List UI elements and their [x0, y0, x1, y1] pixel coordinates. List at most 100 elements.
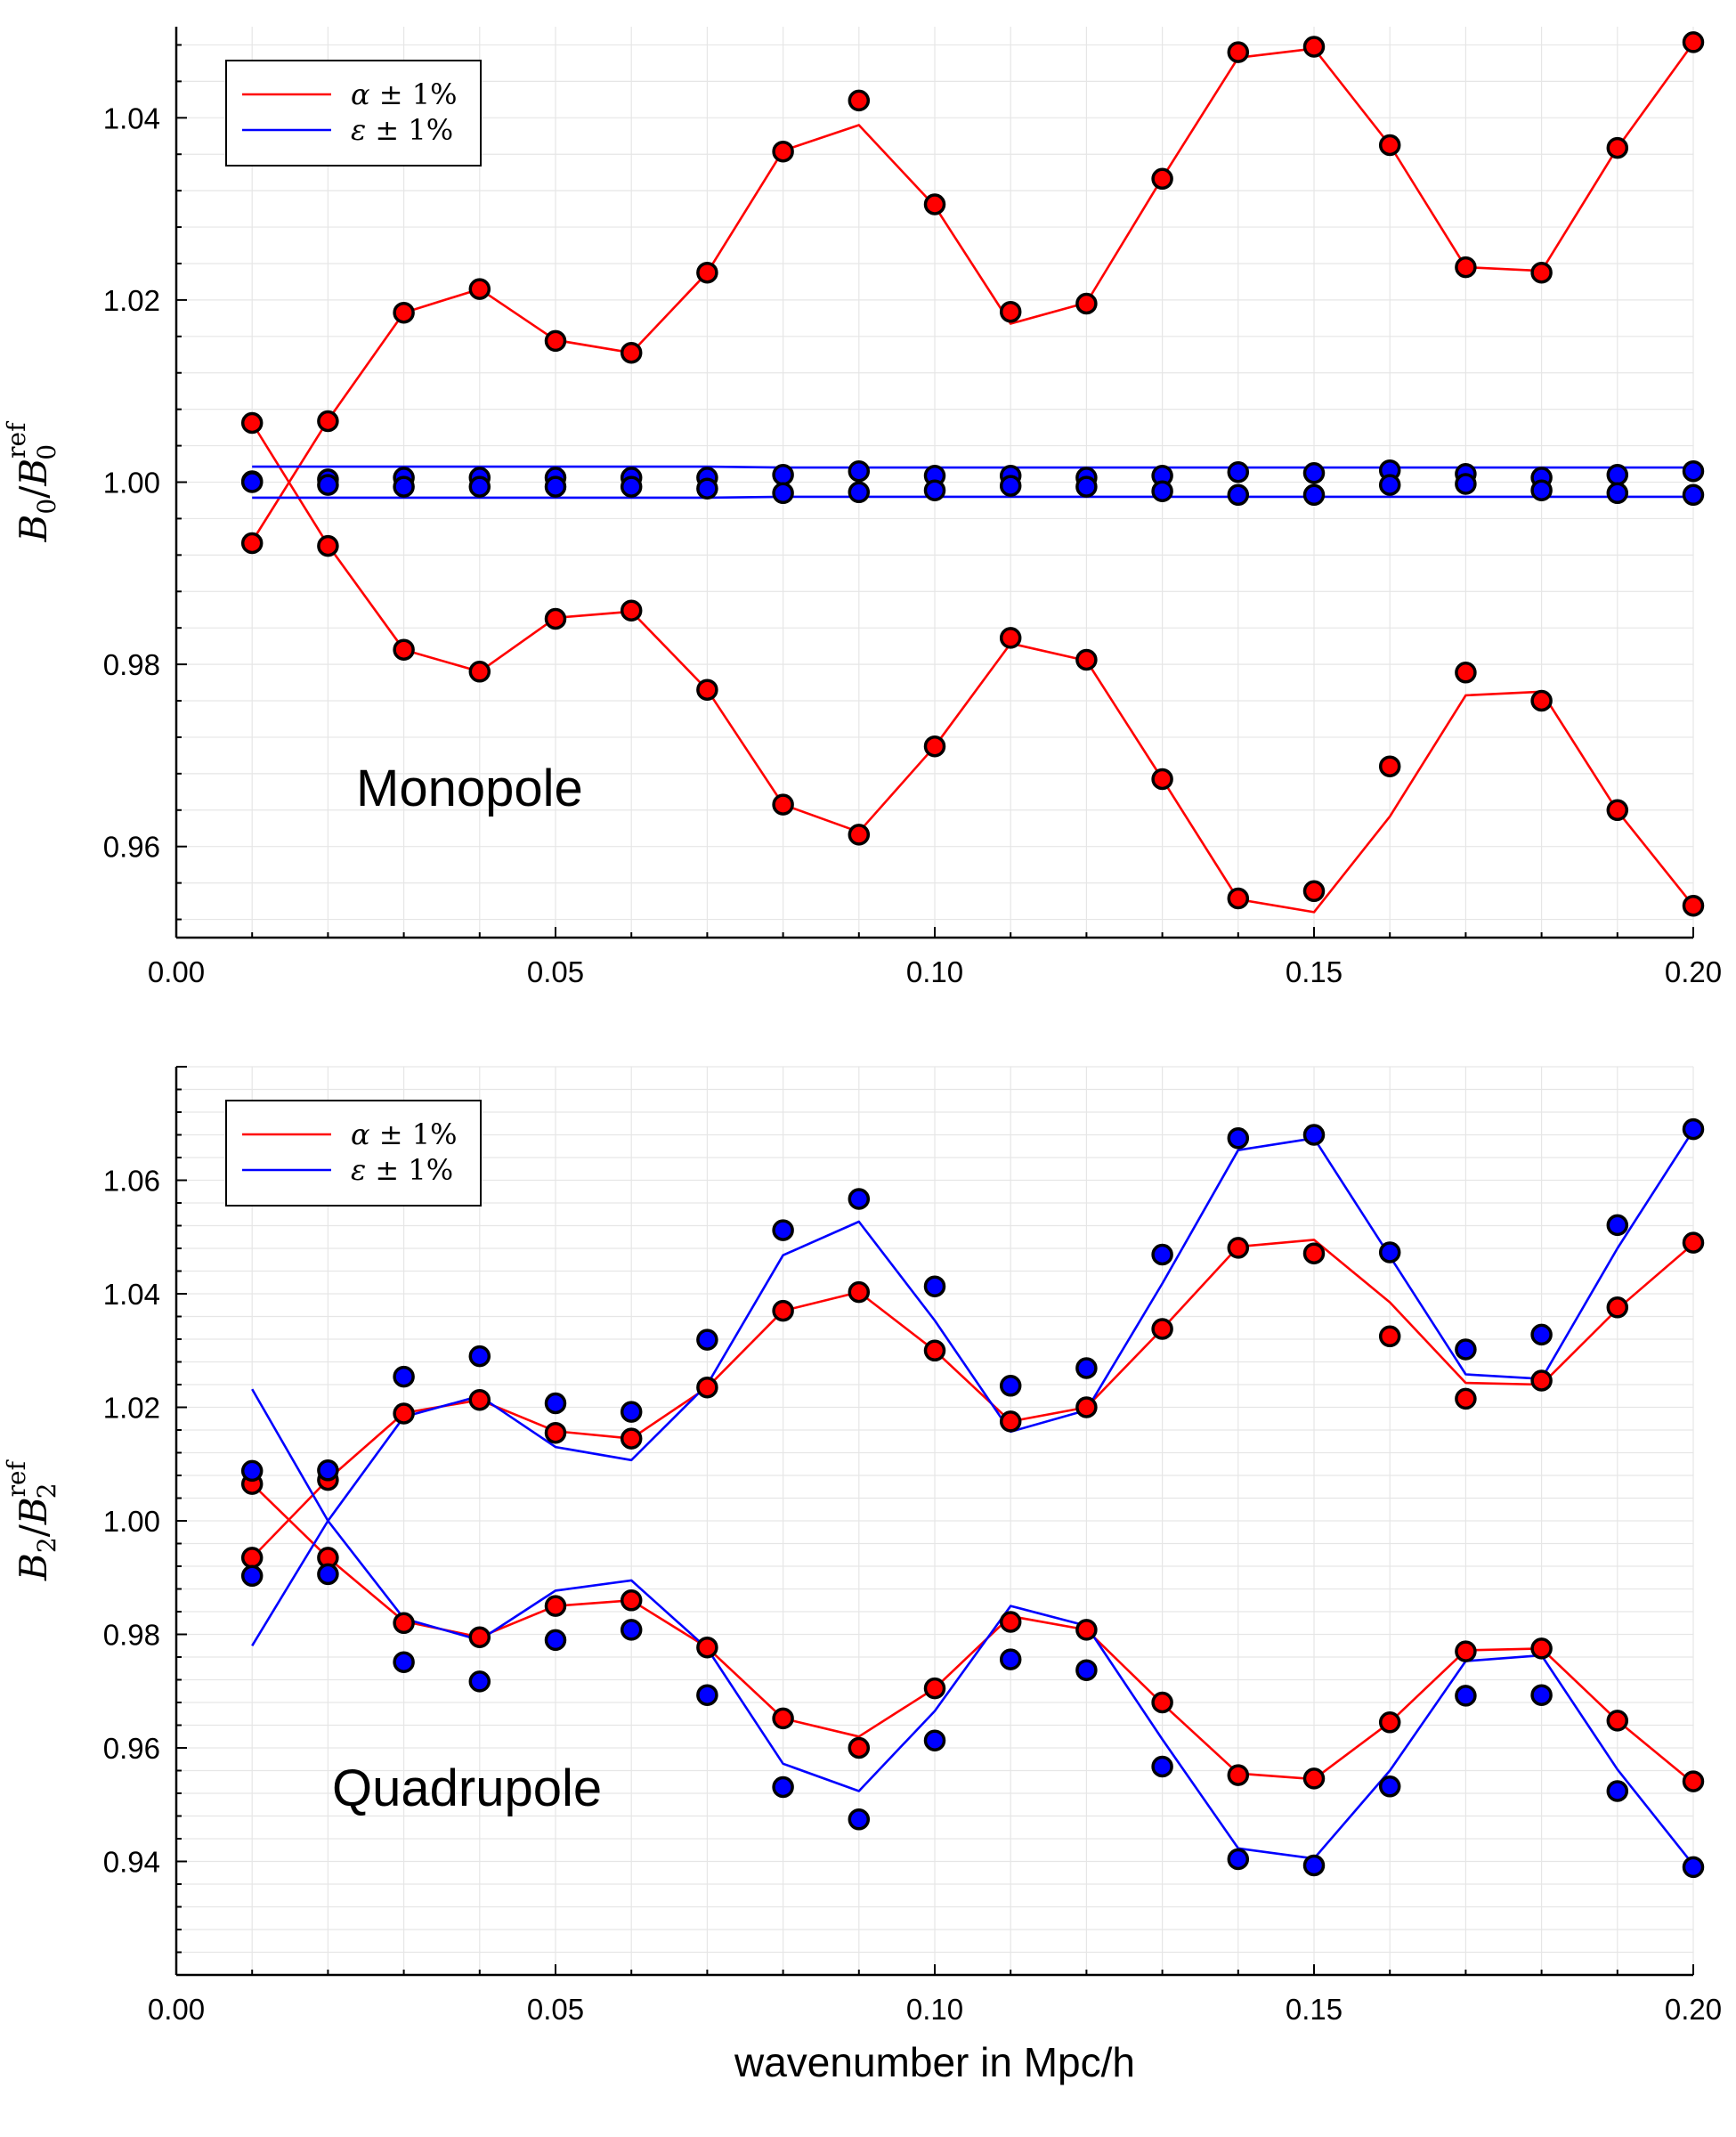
alpha-data-point	[1378, 1711, 1401, 1734]
x-tick-label: 0.10	[906, 1993, 963, 2026]
y-tick-label: 0.98	[103, 1619, 160, 1652]
monopole-annotation: Monopole	[356, 760, 583, 817]
epsilon-data-point	[317, 1459, 339, 1482]
epsilon-data-point	[1227, 1848, 1250, 1871]
alpha-data-point	[1075, 292, 1098, 315]
x-tick-label: 0.10	[906, 955, 963, 988]
alpha-data-point	[1455, 1387, 1477, 1410]
epsilon-data-point	[1455, 1685, 1477, 1707]
alpha-data-point	[1682, 31, 1705, 53]
epsilon-data-point	[1227, 460, 1250, 483]
epsilon-data-point	[999, 475, 1022, 497]
epsilon-data-point	[848, 481, 871, 504]
epsilon-data-point	[772, 1775, 794, 1799]
quadrupole-panel: 0.00 0.05 0.10 0.15 0.20 0.94 0.96 0.98 1.00 1.02…	[2, 1066, 1722, 2026]
y-tick-label: 0.94	[103, 1846, 160, 1879]
alpha-data-point	[772, 1707, 794, 1730]
alpha-data-point	[1606, 136, 1629, 159]
alpha-data-point	[848, 824, 871, 846]
alpha-data-point	[772, 140, 794, 163]
epsilon-legend-label: ε ± 1%	[351, 1153, 453, 1187]
alpha-data-point	[923, 193, 946, 215]
alpha-data-point	[1075, 1396, 1098, 1418]
epsilon-data-point	[1302, 1124, 1326, 1146]
epsilon-data-point	[1682, 459, 1705, 483]
alpha-data-point	[1075, 1619, 1098, 1641]
epsilon-data-point	[772, 1219, 794, 1241]
alpha-series-line	[251, 42, 1695, 542]
alpha-data-point	[923, 1677, 946, 1700]
alpha-data-point	[1455, 256, 1477, 279]
epsilon-data-point	[620, 475, 643, 498]
monopole-points	[240, 31, 1705, 917]
x-tick-label: 0.00	[148, 955, 205, 988]
alpha-data-point	[848, 89, 871, 112]
alpha-data-point	[923, 735, 946, 758]
quadrupole-points	[240, 1117, 1705, 1879]
x-tick-label: 0.15	[1286, 955, 1343, 988]
alpha-data-point	[620, 599, 643, 622]
alpha-data-point	[1682, 1231, 1705, 1254]
alpha-data-point	[1530, 261, 1553, 284]
epsilon-data-point	[1227, 483, 1250, 507]
y-tick-label: 1.00	[103, 467, 160, 500]
alpha-data-point	[393, 1402, 415, 1425]
epsilon-data-point	[1378, 1241, 1401, 1264]
alpha-data-point	[544, 1595, 567, 1617]
y-tick-label: 0.96	[103, 1732, 160, 1765]
alpha-data-point	[620, 1589, 643, 1612]
x-axis-label: wavenumber in Mpc/h	[734, 2039, 1135, 2085]
epsilon-data-point	[1682, 1117, 1705, 1141]
epsilon-data-point	[1151, 1243, 1173, 1266]
epsilon-data-point	[1606, 482, 1629, 505]
epsilon-data-point	[240, 1459, 264, 1483]
alpha-data-point	[1530, 1637, 1553, 1660]
epsilon-data-point	[923, 479, 946, 501]
alpha-data-point	[393, 1612, 415, 1635]
alpha-data-point	[1606, 1296, 1629, 1319]
epsilon-data-point	[1151, 480, 1173, 502]
epsilon-data-point	[772, 464, 794, 486]
alpha-data-point	[848, 1280, 871, 1304]
epsilon-data-point	[468, 1345, 491, 1368]
epsilon-data-point	[999, 1375, 1022, 1397]
alpha-data-point	[848, 1736, 871, 1759]
epsilon-data-point	[468, 475, 491, 498]
alpha-data-point	[1302, 880, 1326, 903]
alpha-data-point	[999, 627, 1022, 649]
alpha-data-point	[468, 1388, 491, 1411]
y-tick-label: 1.06	[103, 1165, 160, 1198]
epsilon-data-point	[1302, 462, 1326, 484]
epsilon-data-point	[1682, 1856, 1705, 1879]
alpha-data-point	[393, 301, 415, 324]
epsilon-data-point	[240, 1564, 264, 1588]
alpha-data-point	[1151, 167, 1173, 191]
alpha-data-point	[1378, 134, 1401, 157]
epsilon-data-point	[696, 1329, 718, 1351]
epsilon-data-point	[1682, 483, 1705, 507]
epsilon-data-point	[544, 1629, 567, 1652]
alpha-data-point	[1227, 41, 1250, 63]
alpha-data-point	[1455, 1640, 1477, 1662]
alpha-data-point	[923, 1339, 946, 1362]
epsilon-data-point	[240, 471, 264, 493]
y-tick-label: 1.04	[103, 1278, 160, 1311]
epsilon-data-point	[1530, 1684, 1553, 1706]
epsilon-data-point	[544, 1392, 567, 1415]
legend-box	[225, 60, 482, 167]
alpha-data-point	[1302, 1767, 1326, 1790]
alpha-data-point	[772, 1299, 794, 1322]
alpha-data-point	[1530, 689, 1553, 712]
alpha-data-point	[696, 261, 718, 284]
alpha-data-point	[1378, 755, 1401, 777]
epsilon-data-point	[772, 482, 794, 505]
alpha-data-point	[696, 678, 718, 701]
epsilon-data-point	[393, 1651, 415, 1673]
alpha-data-point	[1151, 1318, 1173, 1340]
x-tick-label: 0.05	[527, 955, 584, 988]
alpha-data-point	[1606, 799, 1629, 822]
alpha-data-point	[1378, 1325, 1401, 1348]
alpha-data-point	[317, 410, 339, 433]
alpha-data-point	[544, 607, 567, 630]
